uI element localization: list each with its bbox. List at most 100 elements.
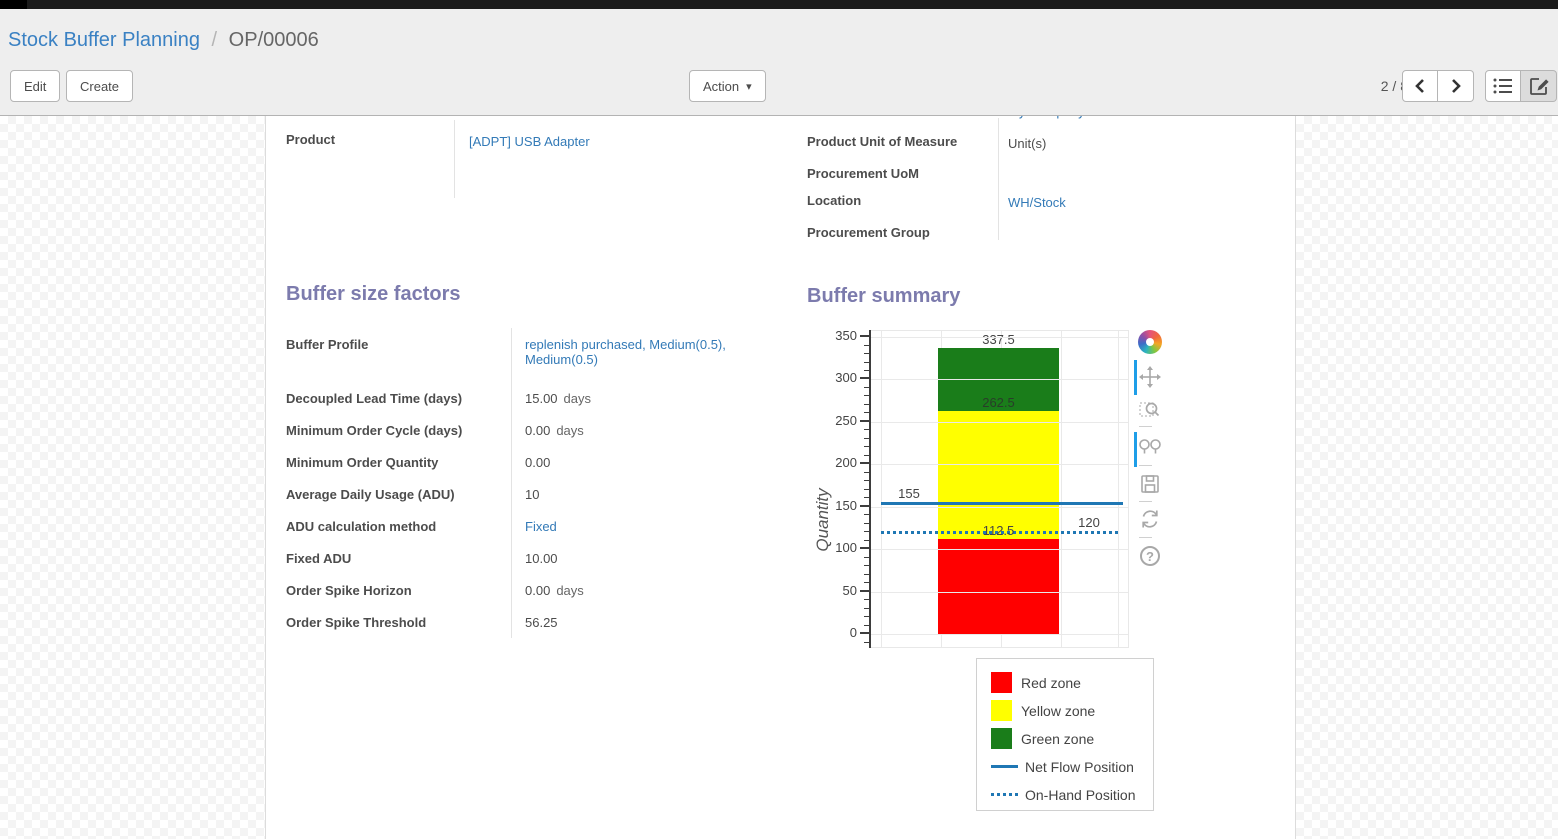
y-axis-tick	[860, 547, 869, 550]
field-suffix: days	[563, 391, 592, 406]
pager-value: 2 / 8	[1380, 78, 1408, 94]
modebar-active-indicator	[1134, 360, 1137, 395]
y-axis-minor-tick	[864, 429, 869, 431]
action-label: Action	[703, 78, 740, 94]
green-top-annotation: 337.5	[982, 331, 1015, 347]
y-axis-minor-tick	[864, 497, 869, 499]
field-row-spike-horizon: Order Spike Horizon 0.00 days	[286, 574, 786, 606]
pager-buttons	[1402, 70, 1474, 102]
list-icon	[1493, 78, 1512, 94]
save-snapshot-button[interactable]	[1137, 471, 1163, 497]
gridline	[871, 591, 1128, 593]
green-swatch-icon	[991, 728, 1012, 749]
y-axis-minor-tick	[864, 446, 869, 448]
modebar-separator	[1139, 426, 1152, 427]
y-tick-label: 150	[835, 497, 857, 513]
legend-item-net-flow[interactable]: Net Flow Position	[991, 756, 1153, 777]
edit-button[interactable]: Edit	[10, 70, 61, 102]
y-tick-label: 250	[835, 412, 857, 428]
y-tick-label: 300	[835, 370, 857, 386]
gridline	[871, 464, 1128, 466]
procurement-uom-label: Procurement UoM	[807, 166, 919, 181]
top-menu-accent	[0, 0, 27, 9]
adu-method-link[interactable]: Fixed	[525, 519, 557, 534]
field-value: 10	[525, 487, 540, 502]
help-button[interactable]: ?	[1137, 543, 1163, 569]
y-axis-minor-tick	[864, 395, 869, 397]
y-axis-minor-tick	[864, 437, 869, 439]
y-axis-minor-tick	[864, 599, 869, 601]
product-uom-label: Product Unit of Measure	[807, 134, 958, 149]
field-row-spike-threshold: Order Spike Threshold 56.25	[286, 606, 786, 638]
y-axis-minor-tick	[864, 369, 869, 371]
legend-label: Red zone	[1021, 674, 1081, 691]
legend-item-green-zone[interactable]: Green zone	[991, 728, 1153, 749]
y-axis-minor-tick	[864, 556, 869, 558]
field-label: Buffer Profile	[286, 337, 369, 352]
field-row-moq: Minimum Order Quantity 0.00	[286, 446, 786, 478]
reset-axes-button[interactable]	[1137, 506, 1163, 532]
plotly-logo-button[interactable]	[1137, 329, 1163, 355]
field-value: 0.00	[525, 583, 551, 598]
box-zoom-button[interactable]	[1137, 396, 1163, 422]
buffer-profile-link[interactable]: replenish purchased, Medium(0.5), Medium…	[525, 337, 726, 367]
legend-item-yellow-zone[interactable]: Yellow zone	[991, 700, 1153, 721]
location-label: Location	[807, 193, 862, 208]
y-tick-label: 200	[835, 455, 857, 471]
legend-label: On-Hand Position	[1025, 786, 1136, 803]
save-icon	[1141, 475, 1159, 493]
action-dropdown-button[interactable]: Action ▾	[689, 70, 766, 102]
pan-button[interactable]	[1137, 364, 1163, 390]
y-axis-tick	[860, 462, 869, 465]
y-axis-minor-tick	[864, 361, 869, 363]
form-sheet: My Company Product [ADPT] USB Adapter Pr…	[265, 116, 1296, 839]
form-view-button[interactable]	[1521, 70, 1557, 102]
product-value-link[interactable]: [ADPT] USB Adapter	[469, 134, 590, 149]
breadcrumb-parent-link[interactable]: Stock Buffer Planning	[8, 29, 200, 51]
legend-item-red-zone[interactable]: Red zone	[991, 672, 1153, 693]
green-bottom-annotation: 262.5	[982, 395, 1015, 411]
field-label: Decoupled Lead Time (days)	[286, 391, 463, 406]
field-suffix: days	[556, 423, 584, 438]
legend-item-on-hand[interactable]: On-Hand Position	[991, 784, 1153, 805]
y-axis-tick	[860, 504, 869, 507]
list-view-button[interactable]	[1485, 70, 1521, 102]
previous-button[interactable]	[1402, 70, 1438, 102]
content-area: My Company Product [ADPT] USB Adapter Pr…	[0, 116, 1558, 839]
plotly-logo-icon	[1138, 330, 1162, 354]
buffer-summary-chart: Quantity 337.5 262.5 155 112.5	[811, 325, 1176, 660]
next-button[interactable]	[1438, 70, 1474, 102]
y-axis-minor-tick	[864, 531, 869, 533]
y-tick-label: 0	[849, 625, 857, 640]
legend-label: Net Flow Position	[1025, 758, 1134, 775]
y-axis-tick	[860, 632, 869, 634]
create-button[interactable]: Create	[66, 70, 134, 102]
chart-legend: Red zone Yellow zone Green zone Net Flow…	[976, 658, 1154, 811]
modebar-active-indicator	[1134, 432, 1137, 467]
gridline	[871, 634, 1128, 635]
details-column-separator	[998, 118, 999, 240]
line-swatch-icon	[991, 765, 1018, 768]
y-axis-minor-tick	[864, 641, 869, 643]
y-tick-label: 50	[842, 582, 857, 598]
field-row-adu: Average Daily Usage (ADU) 10	[286, 478, 786, 510]
field-value: 10.00	[525, 551, 558, 566]
y-axis-minor-tick	[864, 522, 869, 524]
y-axis-line	[869, 330, 871, 648]
zoom-in-out-button[interactable]	[1137, 434, 1163, 460]
field-label: ADU calculation method	[286, 519, 437, 534]
gridline	[871, 379, 1128, 381]
y-axis-minor-tick	[864, 353, 869, 354]
control-panel: Stock Buffer Planning / OP/00006 Edit Cr…	[0, 9, 1558, 116]
chevron-right-icon	[1451, 79, 1461, 93]
y-axis-tick	[860, 377, 869, 380]
plot-area: 337.5 262.5 155 112.5 120	[871, 330, 1129, 648]
field-value: 0.00	[525, 455, 551, 470]
dotted-swatch-icon	[991, 793, 1018, 796]
location-value-link[interactable]: WH/Stock	[1008, 195, 1066, 210]
field-row-buffer-profile: Buffer Profile replenish purchased, Medi…	[286, 328, 786, 382]
partial-company-value: My Company	[1008, 116, 1248, 120]
pan-icon	[1139, 366, 1161, 388]
y-axis-minor-tick	[864, 412, 869, 414]
